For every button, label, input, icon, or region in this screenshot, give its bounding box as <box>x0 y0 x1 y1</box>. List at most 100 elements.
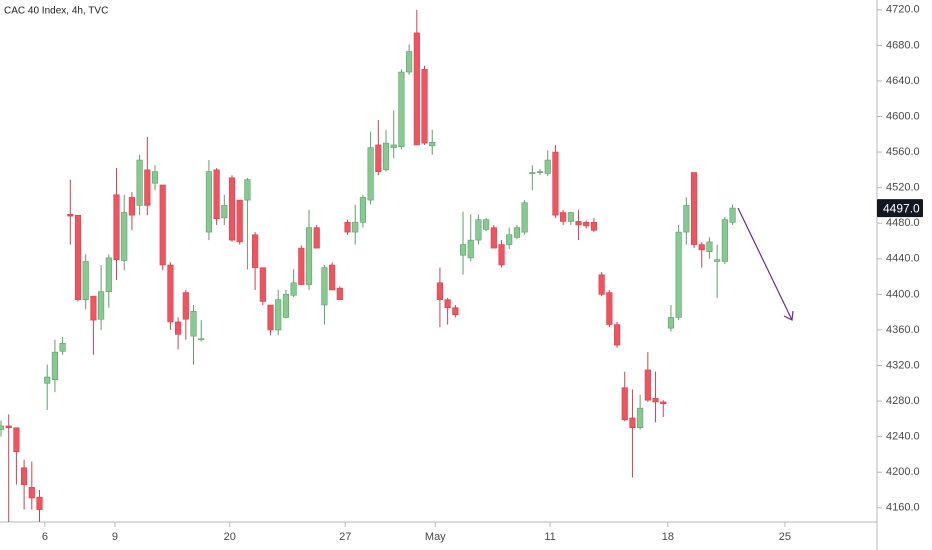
candle-body <box>151 171 159 184</box>
candle-body <box>67 214 74 217</box>
candle-body <box>459 244 467 256</box>
candle-body <box>583 222 590 227</box>
candle-body <box>144 169 151 206</box>
candle-body <box>321 267 328 306</box>
candle-body <box>113 194 120 260</box>
candle-body <box>721 219 728 262</box>
y-tick-label: 4360.0 <box>886 324 920 336</box>
y-tick-label: 4320.0 <box>886 359 920 371</box>
candle-body <box>336 287 343 300</box>
candle-body <box>236 199 243 243</box>
candle-body <box>359 197 366 223</box>
candle-body <box>467 239 474 259</box>
y-tick-label: 4520.0 <box>886 182 920 194</box>
candle-body <box>136 159 143 206</box>
x-tick-label: 25 <box>779 531 791 543</box>
x-tick-label: 9 <box>112 531 118 543</box>
y-tick-label: 4640.0 <box>886 75 920 87</box>
last-price-box <box>877 199 923 218</box>
candle-body <box>121 212 128 261</box>
x-tick-label: 20 <box>224 531 236 543</box>
candle-body <box>698 244 705 251</box>
candle-body <box>506 234 513 245</box>
candle-body <box>259 267 266 302</box>
candle-body <box>490 227 497 249</box>
y-tick-label: 4480.0 <box>886 217 920 229</box>
y-tick-label: 4240.0 <box>886 431 920 443</box>
candle-body <box>205 171 212 233</box>
candle-body <box>0 425 5 430</box>
candle-body <box>567 212 574 222</box>
candle-body <box>706 241 713 252</box>
candle-body <box>644 369 651 401</box>
candle-body <box>637 407 644 429</box>
candle-body <box>175 321 182 335</box>
candle-body <box>190 310 197 337</box>
candle-body <box>390 144 397 148</box>
candle-body <box>413 32 420 146</box>
candle-body <box>729 207 736 223</box>
candle-body <box>575 221 582 226</box>
arrow-head <box>783 310 794 321</box>
candle-body <box>5 425 12 429</box>
y-tick-label: 4400.0 <box>886 288 920 300</box>
candle-body <box>329 264 336 291</box>
y-tick-label: 4280.0 <box>886 395 920 407</box>
candle-body <box>536 171 544 173</box>
x-tick-label: 27 <box>339 531 351 543</box>
candle-body <box>44 376 51 384</box>
candle-body <box>198 338 205 341</box>
candle-body <box>667 317 675 329</box>
y-tick-label: 4440.0 <box>886 253 920 265</box>
candle-body <box>590 222 598 231</box>
candle-body <box>305 227 313 285</box>
candle-body <box>290 282 297 296</box>
candle-body <box>714 259 721 262</box>
candle-body <box>552 151 559 216</box>
candle-body <box>344 222 351 233</box>
candle-body <box>652 398 659 403</box>
y-tick-label: 4160.0 <box>886 502 920 514</box>
candle-body <box>59 342 66 352</box>
candle-body <box>221 205 228 219</box>
candle-body <box>167 264 174 323</box>
candle-body <box>282 294 289 318</box>
candle-body <box>252 234 259 268</box>
candle-body <box>621 387 628 421</box>
x-tick-label: 6 <box>42 531 48 543</box>
x-tick-label: 11 <box>544 531 555 543</box>
candle-body <box>513 227 521 238</box>
candle-body <box>244 179 251 201</box>
candle-body <box>429 141 436 147</box>
candle-body <box>267 304 274 331</box>
candle-body <box>421 69 428 144</box>
candle-body <box>613 324 621 346</box>
candle-body <box>690 172 698 245</box>
candle-body <box>629 417 636 429</box>
y-tick-label: 4560.0 <box>886 146 920 158</box>
candle-body <box>598 274 605 295</box>
candle-body <box>406 51 413 73</box>
x-tick-label: May <box>425 531 446 543</box>
candle-body <box>21 467 28 485</box>
candle-body <box>521 202 528 233</box>
x-tick-label: 18 <box>662 531 674 543</box>
chart-title: CAC 40 Index, 4h, TVC <box>4 6 108 17</box>
candle-body <box>398 71 405 148</box>
y-tick-label: 4600.0 <box>886 110 920 122</box>
candle-body <box>275 299 282 331</box>
candle-body <box>352 222 359 233</box>
candle-body <box>128 197 135 216</box>
candle-body <box>444 299 451 308</box>
candle-body <box>475 219 482 241</box>
last-price-label: 4497.0 <box>883 201 920 215</box>
candle-body <box>382 142 390 171</box>
candle-body <box>683 205 690 233</box>
arrow-line <box>737 207 793 321</box>
candle-body <box>560 212 567 222</box>
candle-body <box>606 292 613 325</box>
candle-body <box>313 227 320 249</box>
candle-body <box>105 257 112 292</box>
